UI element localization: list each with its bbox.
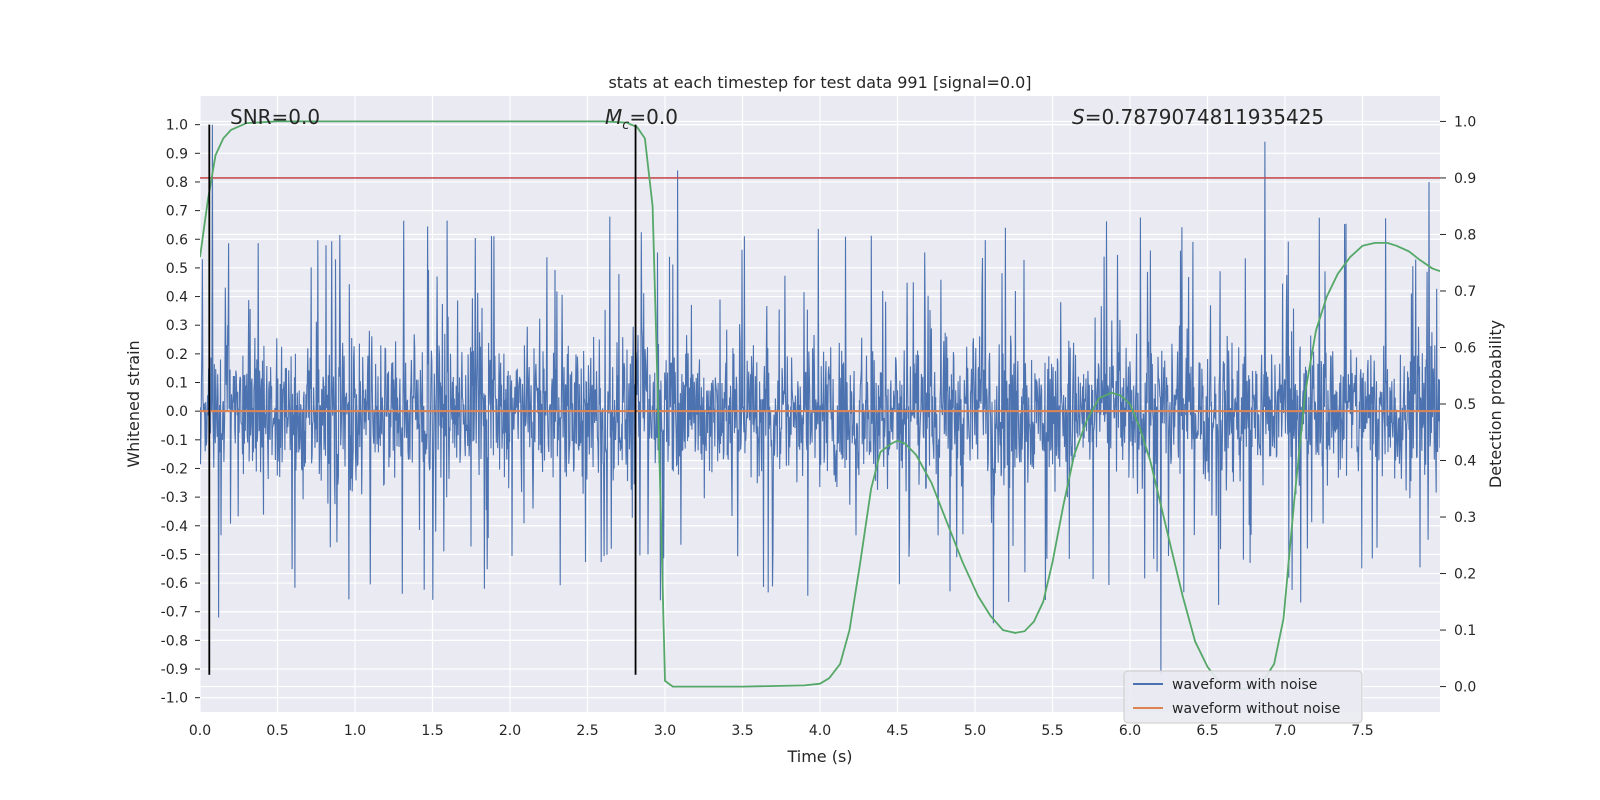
x-tick-label: 1.0 xyxy=(344,723,366,739)
y2-tick-label: 0.9 xyxy=(1454,171,1476,187)
y2-tick-label: 0.7 xyxy=(1454,284,1476,300)
y-tick-label: 0.8 xyxy=(166,175,188,191)
y2-tick-label: 0.6 xyxy=(1454,340,1476,356)
s-value: =0.7879074811935425 xyxy=(1085,105,1324,129)
y-tick-label: 0.4 xyxy=(166,290,188,306)
y2-tick-label: 0.2 xyxy=(1454,567,1476,583)
x-tick-label: 7.0 xyxy=(1274,723,1296,739)
x-tick-label: 3.5 xyxy=(731,723,753,739)
y2-tick-label: 0.8 xyxy=(1454,227,1476,243)
y2-tick-label: 0.4 xyxy=(1454,454,1476,470)
x-tick-label: 7.5 xyxy=(1351,723,1373,739)
snr-annotation: SNR=0.0 xyxy=(230,105,320,129)
y-tick-label: -0.1 xyxy=(161,433,188,449)
s-annotation: S=0.7879074811935425 xyxy=(1072,105,1324,129)
y2-tick-label: 1.0 xyxy=(1454,114,1476,130)
y2-axis-ticks: 1.0 0.9 0.8 0.7 0.6 0.5 0.4 0.3 0.2 0.1 0.0 xyxy=(1440,114,1476,696)
y-tick-label: -0.8 xyxy=(161,633,188,649)
x-tick-label: 0.0 xyxy=(189,723,211,739)
y-tick-label: -0.5 xyxy=(161,547,188,563)
y-tick-label: 0.7 xyxy=(166,204,188,220)
y2-tick-label: 0.3 xyxy=(1454,510,1476,526)
y-tick-label: -0.3 xyxy=(161,490,188,506)
y-tick-label: 1.0 xyxy=(166,118,188,134)
y-tick-label: 0.5 xyxy=(166,261,188,277)
y-axis-ticks: 1.0 0.9 0.8 0.7 0.6 0.5 0.4 0.3 0.2 0.1 0.0 -0.1 -0.… xyxy=(161,118,200,707)
legend: waveform with noise waveform without noi… xyxy=(1123,670,1363,724)
y2-tick-label: 0.0 xyxy=(1454,680,1476,696)
series-waveform-with-noise xyxy=(200,124,1440,675)
x-tick-label: 3.0 xyxy=(654,723,676,739)
x-tick-label: 4.0 xyxy=(809,723,831,739)
x-tick-label: 6.0 xyxy=(1119,723,1141,739)
legend-box xyxy=(1123,670,1363,724)
y-tick-label: 0.6 xyxy=(166,232,188,248)
y-tick-label: -1.0 xyxy=(161,691,188,707)
y2-tick-label: 0.1 xyxy=(1454,623,1476,639)
s-symbol: S xyxy=(1072,105,1085,129)
y-tick-label: -0.6 xyxy=(161,576,188,592)
x-tick-label: 4.5 xyxy=(886,723,908,739)
legend-label-without-noise: waveform without noise xyxy=(1172,701,1340,717)
chart-title: stats at each timestep for test data 991… xyxy=(608,73,1031,92)
x-tick-label: 5.0 xyxy=(964,723,986,739)
x-axis-ticks: 0.0 0.5 1.0 1.5 2.0 2.5 3.0 3.5 4.0 4.5 5.0 5.5 6.0 6… xyxy=(189,723,1374,739)
mc-subscript: c xyxy=(622,118,629,133)
y-tick-label: 0.2 xyxy=(166,347,188,363)
y-tick-label: -0.7 xyxy=(161,605,188,621)
y-tick-label: -0.9 xyxy=(161,662,188,678)
y-tick-label: 0.9 xyxy=(166,146,188,162)
y-tick-label: -0.2 xyxy=(161,461,188,477)
y-tick-label: 0.3 xyxy=(166,318,188,334)
y-axis-label: Whitened strain xyxy=(124,340,143,467)
y-tick-label: -0.4 xyxy=(161,519,188,535)
mc-annotation: Mc=0.0 xyxy=(605,105,678,133)
y2-axis-label: Detection probability xyxy=(1486,320,1505,488)
mc-symbol: M xyxy=(605,105,622,129)
vertical-markers xyxy=(208,124,637,675)
mc-value: =0.0 xyxy=(629,105,678,129)
legend-label-with-noise: waveform with noise xyxy=(1172,677,1317,693)
x-tick-label: 0.5 xyxy=(266,723,288,739)
x-tick-label: 5.5 xyxy=(1041,723,1063,739)
x-axis-label: Time (s) xyxy=(786,747,852,766)
x-tick-label: 6.5 xyxy=(1196,723,1218,739)
x-tick-label: 2.5 xyxy=(576,723,598,739)
x-tick-label: 1.5 xyxy=(421,723,443,739)
series-detection-probability xyxy=(200,120,1440,691)
x-tick-label: 2.0 xyxy=(499,723,521,739)
y-tick-label: 0.0 xyxy=(166,404,188,420)
y-tick-label: 0.1 xyxy=(166,376,188,392)
y2-tick-label: 0.5 xyxy=(1454,397,1476,413)
